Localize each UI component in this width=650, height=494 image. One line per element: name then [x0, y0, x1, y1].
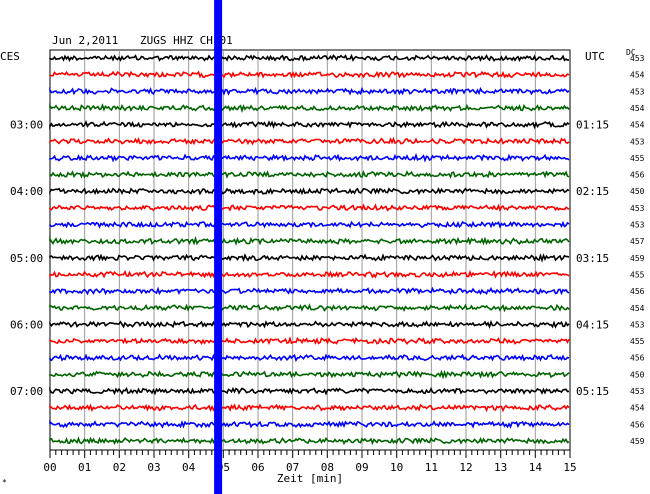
seismic-trace [49, 152, 570, 163]
dc-offset-label: 454 [630, 71, 645, 80]
x-tick-label: 04 [182, 461, 196, 474]
event-marker-band [214, 0, 223, 494]
seismic-trace [49, 170, 570, 179]
dc-offset-label: 455 [630, 154, 645, 163]
seismic-trace [49, 86, 570, 96]
x-tick-label: 03 [147, 461, 160, 474]
x-tick-label: 08 [321, 461, 334, 474]
local-time-label: 07:00 [10, 385, 43, 398]
event-marker [214, 0, 223, 494]
dc-offset-label: 457 [630, 237, 645, 246]
x-tick-label: 14 [529, 461, 543, 474]
x-tick-label: 12 [459, 461, 472, 474]
dc-offset-label: 455 [630, 337, 645, 346]
seismic-trace [49, 286, 570, 296]
dc-offset-label: 450 [630, 187, 645, 196]
dc-offset-label: 459 [630, 437, 645, 446]
dc-offset-label: 454 [630, 404, 645, 413]
dc-offset-label: 453 [630, 137, 645, 146]
left-timezone-label: CES [0, 50, 20, 63]
local-time-label: 05:00 [10, 252, 43, 265]
vertical-gridlines [84, 50, 536, 450]
x-tick-label: 10 [390, 461, 403, 474]
utc-time-label: 05:15 [576, 385, 609, 398]
dc-offset-label: 453 [630, 320, 645, 329]
x-tick-label: 00 [43, 461, 56, 474]
seismic-trace [49, 103, 570, 114]
seismic-trace [49, 235, 570, 246]
dc-offset-label: 455 [630, 270, 645, 279]
dc-offset-label: 453 [630, 87, 645, 96]
dc-offset-label: 454 [630, 304, 645, 313]
x-tick-label: 13 [494, 461, 507, 474]
dc-offset-label: 454 [630, 104, 645, 113]
seismic-trace [49, 336, 570, 346]
trace-group [49, 53, 570, 446]
seismic-trace [49, 419, 570, 429]
seismic-trace [49, 319, 570, 330]
x-tick-label: 07 [286, 461, 299, 474]
x-tick-label: 15 [563, 461, 576, 474]
seismic-trace [49, 436, 570, 446]
utc-time-labels: 01:15 02:15 03:15 04:15 05:15 [576, 119, 609, 398]
dc-offset-labels: 453 454 453 454 454 453 455 456 450 453 453 457 459 4… [630, 54, 645, 446]
dc-offset-label: 456 [630, 287, 645, 296]
seismic-trace [49, 187, 570, 196]
seismic-trace [49, 70, 570, 79]
utc-time-label: 03:15 [576, 252, 609, 265]
seismic-trace [49, 136, 570, 146]
seismic-trace [49, 303, 570, 313]
utc-time-label: 01:15 [576, 119, 609, 132]
utc-time-label: 02:15 [576, 185, 609, 198]
dc-offset-label: 454 [630, 121, 645, 130]
seismic-trace [49, 53, 570, 63]
local-time-labels: 03:00 04:00 05:00 06:00 07:00 [10, 119, 43, 398]
footnote-mark: * [2, 478, 7, 487]
header-station: ZUGS HHZ CH 01 [140, 34, 233, 47]
header-date: Jun 2,2011 [52, 34, 118, 47]
seismic-trace [49, 369, 570, 380]
x-tick-label: 01 [78, 461, 91, 474]
dc-offset-label: 450 [630, 370, 645, 379]
x-tick-label: 11 [425, 461, 438, 474]
seismic-trace [49, 203, 570, 212]
dc-offset-label: 456 [630, 354, 645, 363]
local-time-label: 06:00 [10, 318, 43, 331]
dc-offset-label: 456 [630, 171, 645, 180]
dc-offset-label: 453 [630, 204, 645, 213]
x-tick-label: 02 [113, 461, 126, 474]
dc-offset-label: 453 [630, 387, 645, 396]
x-axis-label: Zeit [min] [277, 472, 343, 485]
dc-offset-label: 456 [630, 420, 645, 429]
dc-offset-label: 453 [630, 54, 645, 63]
dc-offset-label: 453 [630, 221, 645, 230]
seismic-trace [49, 269, 570, 279]
right-timezone-label: UTC [585, 50, 605, 63]
local-time-label: 03:00 [10, 119, 43, 132]
dc-offset-label: 459 [630, 254, 645, 263]
seismic-trace [49, 353, 570, 363]
utc-time-label: 04:15 [576, 318, 609, 331]
x-tick-label: 09 [355, 461, 368, 474]
seismic-trace [49, 220, 570, 229]
seismic-trace [49, 403, 570, 413]
x-axis-ticks: 00 01 02 03 04 05 06 07 08 09 10 11 12 13 14 15 [43, 450, 577, 474]
x-tick-label: 06 [251, 461, 264, 474]
dc-header-label: DC [626, 48, 636, 57]
seismic-trace [49, 120, 570, 130]
seismic-trace [49, 253, 570, 263]
seismic-trace [49, 386, 570, 396]
local-time-label: 04:00 [10, 185, 43, 198]
